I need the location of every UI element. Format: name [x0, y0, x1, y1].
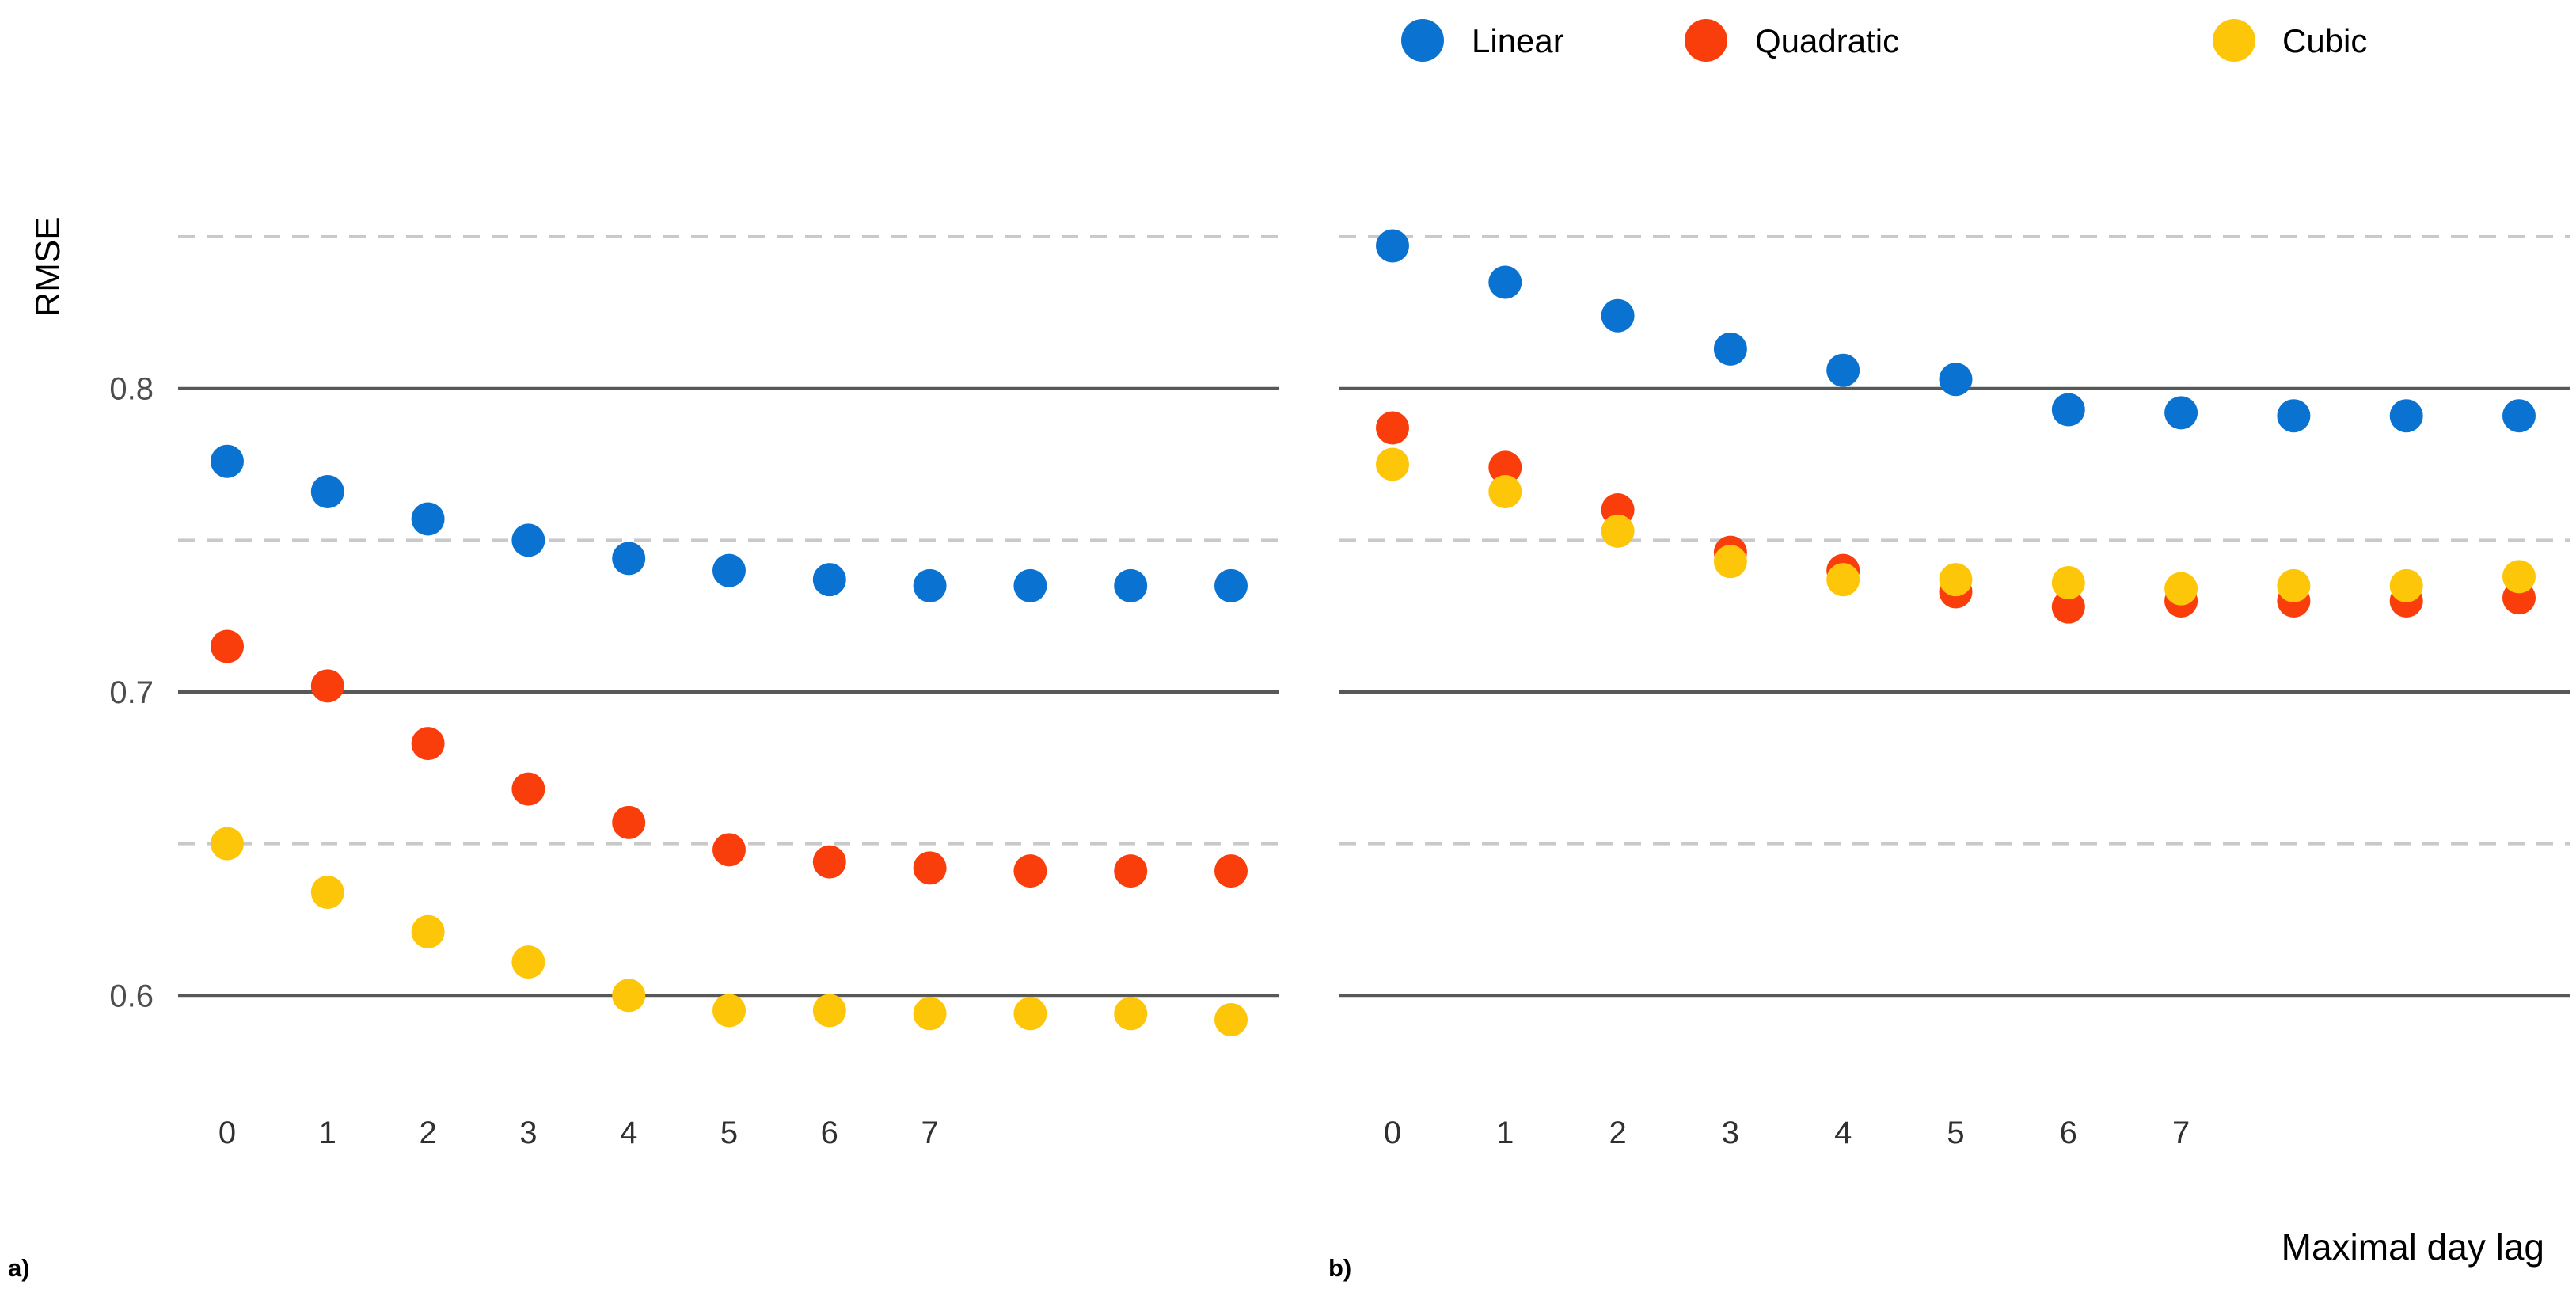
- data-point-linear: [1939, 363, 1973, 397]
- data-point-linear: [1601, 298, 1635, 333]
- data-point-linear: [2164, 396, 2198, 430]
- data-point-quadratic: [712, 833, 746, 867]
- data-point-linear: [612, 542, 646, 576]
- y-tick-label: 0.6: [109, 979, 154, 1013]
- data-point-cubic: [712, 994, 746, 1028]
- data-point-linear: [310, 475, 344, 509]
- data-point-linear: [1114, 568, 1148, 602]
- data-point-quadratic: [913, 851, 947, 885]
- x-tick-label: 3: [1722, 1116, 1739, 1150]
- x-tick-label: 3: [519, 1116, 537, 1150]
- data-point-linear: [913, 568, 947, 602]
- data-point-cubic: [1939, 563, 1973, 597]
- data-point-linear: [1013, 568, 1047, 602]
- data-point-linear: [1826, 353, 1860, 387]
- y-tick-label: 0.8: [109, 372, 154, 407]
- x-tick-label: 5: [1947, 1116, 1964, 1150]
- data-point-linear: [1376, 229, 1409, 263]
- data-point-quadratic: [612, 805, 646, 839]
- data-point-cubic: [1013, 997, 1047, 1031]
- data-point-linear: [712, 553, 746, 587]
- panel-a-label: a): [8, 1254, 30, 1282]
- legend-dot-linear-icon: [1401, 19, 1444, 62]
- data-point-linear: [2051, 393, 2085, 427]
- data-point-quadratic: [310, 669, 344, 703]
- data-point-quadratic: [511, 772, 545, 806]
- data-point-cubic: [1214, 1002, 1248, 1036]
- legend-dot-cubic-icon: [2213, 19, 2255, 62]
- data-point-cubic: [1601, 514, 1635, 548]
- x-tick-label: 7: [2172, 1116, 2190, 1150]
- x-tick-label: 1: [1496, 1116, 1514, 1150]
- data-point-cubic: [1488, 475, 1522, 509]
- data-point-cubic: [2502, 560, 2536, 594]
- x-tick-label: 6: [2060, 1116, 2077, 1150]
- y-axis-title: RMSE: [28, 216, 67, 317]
- data-point-quadratic: [1114, 854, 1148, 888]
- y-tick-label: 0.7: [109, 675, 154, 710]
- data-point-quadratic: [812, 845, 846, 879]
- data-point-cubic: [2389, 568, 2423, 602]
- data-point-linear: [411, 502, 445, 536]
- data-point-quadratic: [2051, 590, 2085, 624]
- data-point-cubic: [2051, 566, 2085, 600]
- x-tick-label: 6: [821, 1116, 838, 1150]
- data-point-cubic: [913, 997, 947, 1031]
- data-point-cubic: [612, 979, 646, 1013]
- legend-label-quadratic: Quadratic: [1755, 22, 1900, 59]
- x-tick-label: 0: [1384, 1116, 1401, 1150]
- x-tick-label: 2: [1609, 1116, 1626, 1150]
- x-tick-label: 7: [921, 1116, 938, 1150]
- data-point-cubic: [511, 945, 545, 979]
- data-point-linear: [511, 523, 545, 557]
- data-point-linear: [812, 563, 846, 597]
- x-tick-label: 5: [720, 1116, 738, 1150]
- x-tick-label: 4: [620, 1116, 637, 1150]
- x-tick-label: 4: [1834, 1116, 1852, 1150]
- data-point-cubic: [812, 994, 846, 1028]
- data-point-quadratic: [1214, 854, 1248, 888]
- x-axis-title: Maximal day lag: [2281, 1226, 2544, 1268]
- data-point-quadratic: [411, 727, 445, 761]
- legend-label-linear: Linear: [1472, 22, 1564, 59]
- data-point-cubic: [211, 827, 244, 861]
- data-point-cubic: [310, 875, 344, 909]
- data-point-cubic: [1826, 563, 1860, 597]
- data-point-quadratic: [1013, 854, 1047, 888]
- data-point-cubic: [411, 914, 445, 948]
- data-point-linear: [2389, 399, 2423, 433]
- data-point-cubic: [2277, 568, 2311, 602]
- data-point-cubic: [1713, 545, 1747, 579]
- data-point-cubic: [1114, 997, 1148, 1031]
- panel-b-label: b): [1328, 1254, 1352, 1282]
- data-point-quadratic: [1488, 450, 1522, 485]
- data-point-cubic: [1376, 447, 1409, 481]
- data-point-quadratic: [211, 629, 244, 663]
- data-point-cubic: [2164, 572, 2198, 606]
- data-point-linear: [1214, 568, 1248, 602]
- data-point-quadratic: [1376, 411, 1409, 445]
- data-point-linear: [1713, 332, 1747, 366]
- data-point-linear: [1488, 265, 1522, 299]
- legend-dot-quadratic-icon: [1685, 19, 1727, 62]
- x-tick-label: 0: [218, 1116, 236, 1150]
- data-point-linear: [211, 444, 244, 478]
- data-point-linear: [2277, 399, 2311, 433]
- x-tick-label: 2: [419, 1116, 436, 1150]
- x-tick-label: 1: [319, 1116, 336, 1150]
- data-point-linear: [2502, 399, 2536, 433]
- legend-label-cubic: Cubic: [2282, 22, 2368, 59]
